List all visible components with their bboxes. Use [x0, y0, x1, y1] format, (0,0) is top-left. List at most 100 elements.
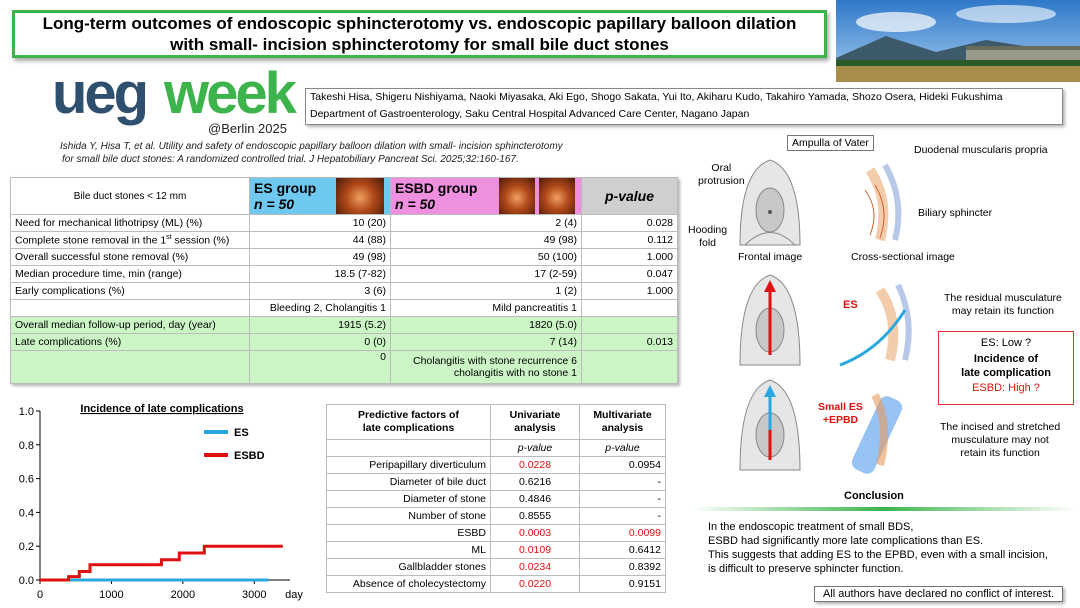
row-p: 0.013	[581, 333, 678, 351]
logo-city: @Berlin 2025	[208, 121, 287, 136]
legend-label-es: ES	[234, 427, 249, 439]
pred-row-label: Number of stone	[326, 507, 491, 525]
row-p: 0.028	[581, 214, 678, 232]
chart-series	[40, 544, 283, 582]
row-label: Overall successful stone removal (%)	[10, 248, 250, 266]
row-p: 1.000	[581, 282, 678, 300]
pred-row-univariate: 0.0220	[490, 575, 580, 593]
frontal-small-es-diagram	[739, 379, 801, 471]
pred-row-multivariate: 0.0954	[579, 456, 666, 474]
pred-subheader-empty	[326, 439, 491, 457]
x-tick-label: 1000	[99, 589, 123, 601]
pred-row-label: Peripapillary diverticulum	[326, 456, 491, 474]
table-row: 0 Cholangitis with stone recurrence 6 ch…	[10, 350, 678, 384]
conclusion-text: In the endoscopic treatment of small BDS…	[708, 521, 1048, 575]
pred-header-factor: Predictive factors of late complications	[326, 404, 491, 440]
pred-header-multivariate: Multivariate analysis	[579, 404, 666, 440]
row-label: Early complications (%)	[10, 282, 250, 300]
table-row: Bleeding 2, Cholangitis 1 Mild pancreati…	[10, 299, 678, 317]
row-p	[581, 299, 678, 317]
row-esbd: Cholangitis with stone recurrence 6 chol…	[390, 350, 582, 384]
author-affiliation: Department of Gastroenterology, Saku Cen…	[310, 108, 750, 120]
table-row: Early complications (%) 3 (6) 1 (2) 1.00…	[10, 282, 678, 300]
row-label: Late complications (%)	[10, 333, 250, 351]
row-p: 0.112	[581, 231, 678, 249]
row-es: 10 (20)	[249, 214, 391, 232]
row-p: 1.000	[581, 248, 678, 266]
es-group-n: n = 50	[254, 196, 295, 212]
author-names: Takeshi Hisa, Shigeru Nishiyama, Naoki M…	[310, 91, 1003, 103]
outcomes-table: Bile duct stones < 12 mm ES group n = 50…	[10, 177, 678, 384]
row-label	[10, 350, 250, 384]
x-axis-label: day	[285, 589, 303, 601]
row-es: 18.5 (7-82)	[249, 265, 391, 283]
esbd-endoscopy-image-2	[539, 178, 575, 214]
y-tick-label: 1.0	[19, 406, 34, 418]
pred-row-multivariate: -	[579, 507, 666, 525]
row-es: 0	[249, 350, 391, 384]
authors-box: Takeshi Hisa, Shigeru Nishiyama, Naoki M…	[305, 88, 1063, 125]
conclusion-divider	[690, 507, 1075, 511]
table-header-row: Bile duct stones < 12 mm ES group n = 50…	[10, 177, 678, 215]
row-label: Complete stone removal in the 1st sessio…	[10, 231, 250, 249]
pred-row-univariate: 0.4846	[490, 490, 580, 508]
chart-axes: 0.0 0.2 0.4 0.6 0.8 1.0 0 1000 2000 3000 day	[19, 406, 304, 601]
pred-row: ML 0.0109 0.6412	[326, 541, 666, 559]
table-row: Median procedure time, min (range) 18.5 …	[10, 265, 678, 283]
table-row: Overall median follow-up period, day (ye…	[10, 316, 678, 334]
frontal-image-label: Frontal image	[738, 251, 803, 263]
frontal-diagram	[739, 159, 801, 246]
row-es: 3 (6)	[249, 282, 391, 300]
residual-text: The residual musculature may retain its f…	[944, 292, 1062, 317]
x-tick-label: 3000	[242, 589, 266, 601]
row-label: Median procedure time, min (range)	[10, 265, 250, 283]
x-tick-label: 0	[37, 589, 43, 601]
pred-row-label: Gallbladder stones	[326, 558, 491, 576]
hospital-photo	[836, 0, 1080, 82]
row-label	[10, 299, 250, 317]
es-diagram-label: ES	[843, 299, 858, 311]
pred-row-multivariate: -	[579, 490, 666, 508]
row-esbd: 50 (100)	[390, 248, 582, 266]
esbd-group-n: n = 50	[395, 196, 436, 212]
pred-row: Gallbladder stones 0.0234 0.8392	[326, 558, 666, 576]
pred-row-label: ML	[326, 541, 491, 559]
citation: Ishida Y, Hisa T, et al. Utility and saf…	[60, 140, 660, 166]
row-label: Need for mechanical lithotripsy (ML) (%)	[10, 214, 250, 232]
y-tick-label: 0.0	[19, 575, 34, 587]
p-value-header: p-value	[581, 177, 678, 215]
pred-row-univariate: 0.0228	[490, 456, 580, 474]
small-es-label: Small ES +EPBD	[818, 401, 863, 426]
conclusion-title: Conclusion	[844, 490, 904, 502]
pred-row-multivariate: -	[579, 473, 666, 491]
table-row: Overall successful stone removal (%) 49 …	[10, 248, 678, 266]
pred-row-multivariate: 0.0099	[579, 524, 666, 542]
incised-text: The incised and stretched musculature may…	[940, 421, 1061, 459]
legend-label-esbd: ESBD	[234, 450, 265, 462]
box-title: Incidence of late complication	[961, 353, 1051, 379]
pred-p-multi: p-value	[579, 439, 666, 457]
cross-small-es-diagram	[851, 393, 903, 474]
title-line-1: Long-term outcomes of endoscopic sphinct…	[42, 14, 797, 33]
y-tick-label: 0.6	[19, 474, 34, 486]
citation-line-2: for small bile duct stones: A randomized…	[62, 154, 519, 165]
pred-row-multivariate: 0.6412	[579, 541, 666, 559]
table-header-label: Bile duct stones < 12 mm	[10, 177, 250, 215]
row-es: 49 (98)	[249, 248, 391, 266]
row-p	[581, 350, 678, 384]
table-row: Late complications (%) 0 (0) 7 (14) 0.01…	[10, 333, 678, 351]
series-line-esbd	[40, 544, 283, 582]
row-es: 44 (88)	[249, 231, 391, 249]
row-esbd: 2 (4)	[390, 214, 582, 232]
row-es: Bleeding 2, Cholangitis 1	[249, 299, 391, 317]
anatomy-diagrams	[739, 159, 912, 474]
row-esbd: 7 (14)	[390, 333, 582, 351]
logo-ueg: ueg	[52, 61, 149, 126]
row-esbd: 49 (98)	[390, 231, 582, 249]
ampulla-label: Ampulla of Vater	[787, 135, 874, 151]
predictive-factors-table: Predictive factors of late complications …	[326, 404, 666, 593]
y-tick-label: 0.2	[19, 541, 34, 553]
es-endoscopy-image	[336, 178, 384, 214]
x-tick-label: 2000	[171, 589, 195, 601]
pred-row-label: Absence of cholecystectomy	[326, 575, 491, 593]
